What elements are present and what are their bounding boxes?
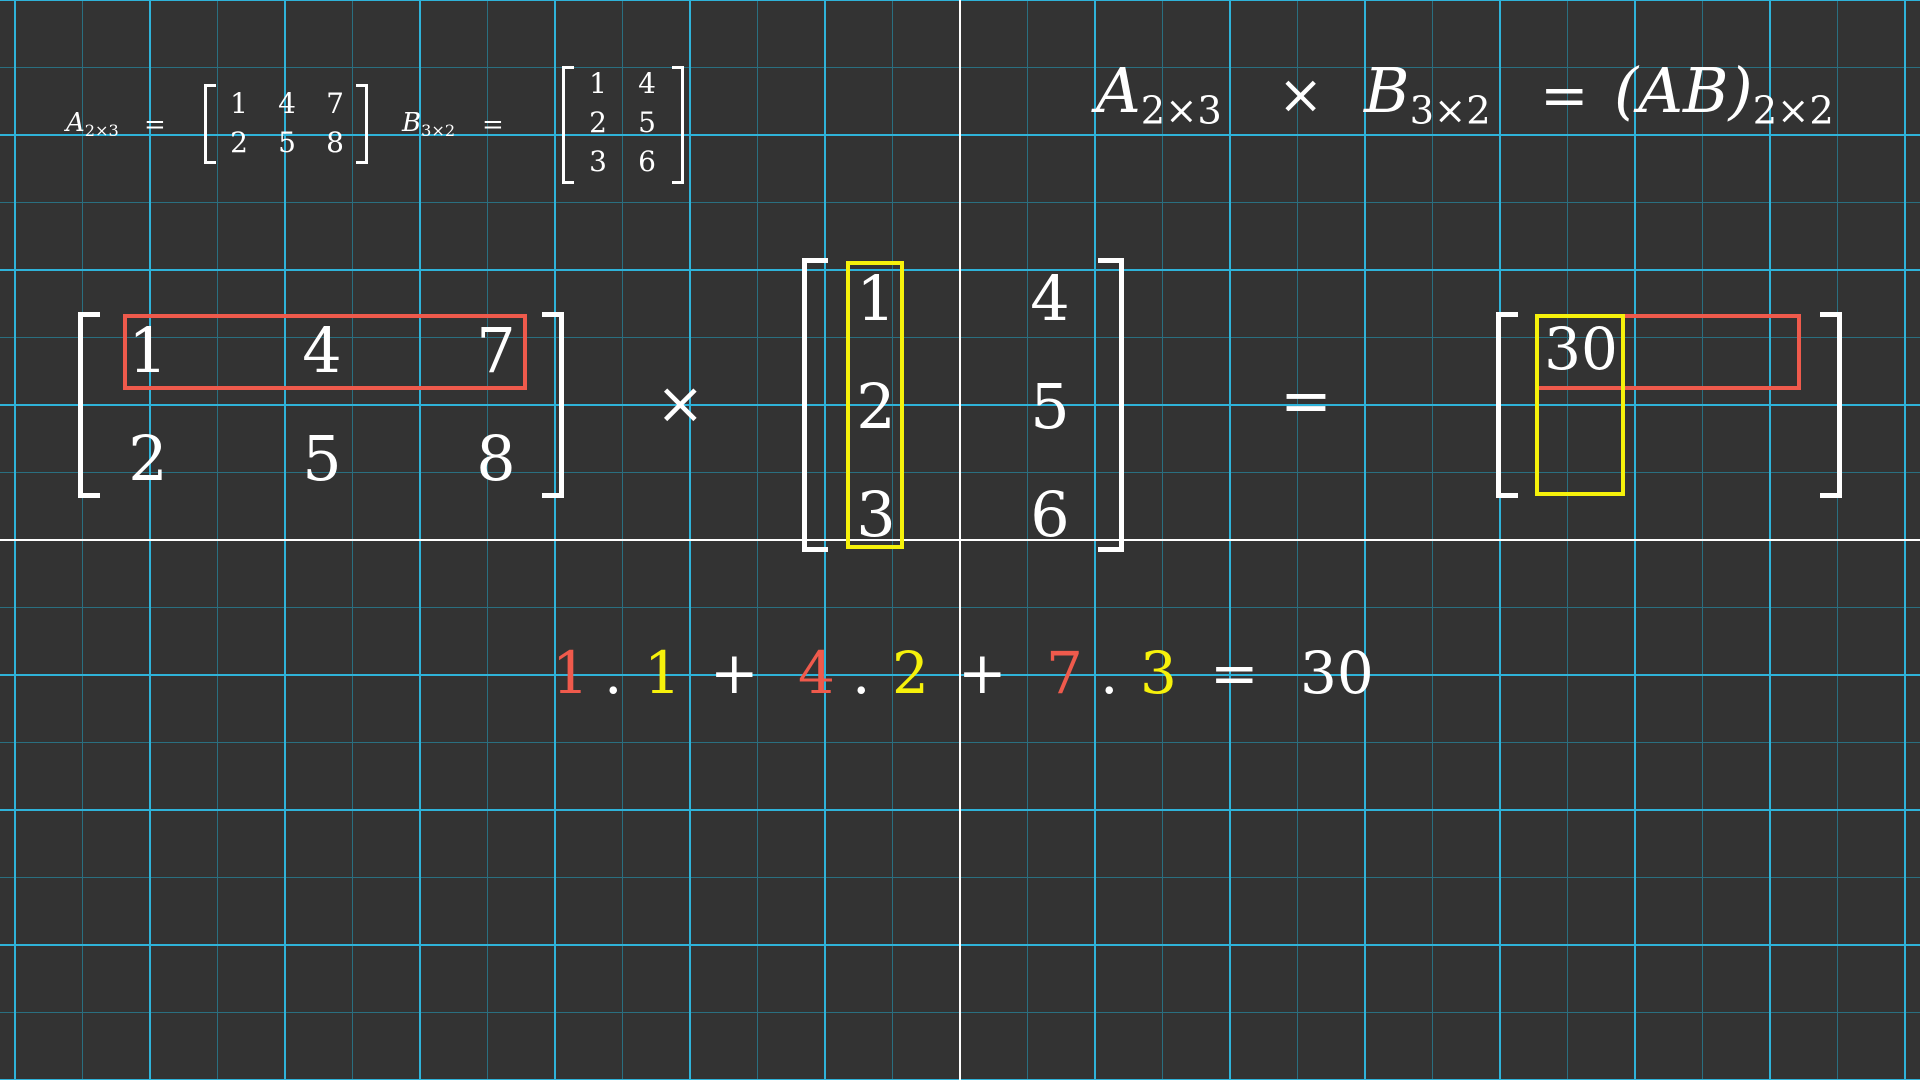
calc-plus-2: + bbox=[958, 639, 1007, 707]
matrix-a-cell-0-0: 1 bbox=[128, 314, 168, 387]
calc-term-3-dot: . bbox=[1100, 639, 1119, 707]
dimension-result: (AB)2×2 bbox=[1614, 54, 1834, 134]
small-b-cell-0-1: 4 bbox=[638, 67, 656, 100]
matrix-b-left-bracket bbox=[802, 258, 828, 552]
small-matrix-b-left-bracket bbox=[562, 66, 574, 184]
matrix-b-cell-0-1: 4 bbox=[1030, 262, 1070, 335]
dimension-b: B3×2 bbox=[1364, 54, 1491, 134]
small-equals-a: = bbox=[144, 110, 166, 140]
calc-equals: = bbox=[1210, 639, 1259, 707]
dimension-a: A2×3 bbox=[1096, 54, 1222, 134]
calc-term-2-a: 4 bbox=[798, 639, 835, 707]
matrix-a-cell-1-0: 2 bbox=[128, 422, 168, 495]
matrix-a-cell-0-1: 4 bbox=[302, 314, 342, 387]
small-a-cell-0-0: 1 bbox=[230, 87, 248, 120]
result-left-bracket bbox=[1496, 312, 1518, 498]
result-right-bracket bbox=[1820, 312, 1842, 498]
small-b-cell-1-0: 2 bbox=[589, 106, 607, 139]
small-b-cell-2-1: 6 bbox=[638, 145, 656, 178]
matrix-b-cell-1-1: 5 bbox=[1030, 370, 1070, 443]
calc-term-3-a: 7 bbox=[1046, 639, 1083, 707]
calc-term-2-b: 2 bbox=[892, 639, 929, 707]
calc-plus-1: + bbox=[710, 639, 759, 707]
matrix-a-left-bracket bbox=[78, 312, 100, 498]
calc-term-1-b: 1 bbox=[644, 639, 681, 707]
matrix-b-column-highlight bbox=[846, 261, 904, 549]
matrix-b-cell-1-0: 2 bbox=[856, 370, 896, 443]
small-equals-b: = bbox=[482, 110, 504, 140]
calc-term-1-a: 1 bbox=[552, 639, 589, 707]
dimension-times: × bbox=[1278, 63, 1324, 126]
small-label-a: A2×3 bbox=[66, 108, 119, 140]
result-cell-0-0: 30 bbox=[1544, 315, 1618, 383]
matrix-b-cell-2-0: 3 bbox=[856, 478, 896, 551]
calc-term-2-dot: . bbox=[852, 639, 871, 707]
matrix-a-row-highlight bbox=[123, 314, 527, 390]
matrix-a-cell-1-1: 5 bbox=[302, 422, 342, 495]
small-label-b: B3×2 bbox=[402, 108, 456, 140]
matrix-a-right-bracket bbox=[542, 312, 564, 498]
small-matrix-b-right-bracket bbox=[672, 66, 684, 184]
matrix-a-cell-1-2: 8 bbox=[476, 422, 516, 495]
matrix-b-right-bracket bbox=[1098, 258, 1124, 552]
small-a-cell-0-2: 7 bbox=[326, 87, 344, 120]
matrix-b-cell-2-1: 6 bbox=[1030, 478, 1070, 551]
matrix-a-cell-0-2: 7 bbox=[476, 314, 516, 387]
small-b-cell-1-1: 5 bbox=[638, 106, 656, 139]
main-equals: = bbox=[1280, 364, 1332, 437]
small-a-cell-1-0: 2 bbox=[230, 126, 248, 159]
small-b-cell-0-0: 1 bbox=[589, 67, 607, 100]
calc-term-1-dot: . bbox=[604, 639, 623, 707]
matrix-b-cell-0-0: 1 bbox=[856, 262, 896, 335]
calc-term-3-b: 3 bbox=[1140, 639, 1177, 707]
dimension-equals: = bbox=[1540, 61, 1589, 129]
result-column-highlight bbox=[1535, 314, 1625, 496]
small-a-cell-1-1: 5 bbox=[278, 126, 296, 159]
small-a-cell-1-2: 8 bbox=[326, 126, 344, 159]
small-matrix-a-right-bracket bbox=[356, 84, 368, 164]
small-a-cell-0-1: 4 bbox=[278, 87, 296, 120]
small-matrix-a-left-bracket bbox=[204, 84, 216, 164]
calc-result: 30 bbox=[1300, 639, 1374, 707]
main-times: × bbox=[656, 369, 705, 437]
small-b-cell-2-0: 3 bbox=[589, 145, 607, 178]
